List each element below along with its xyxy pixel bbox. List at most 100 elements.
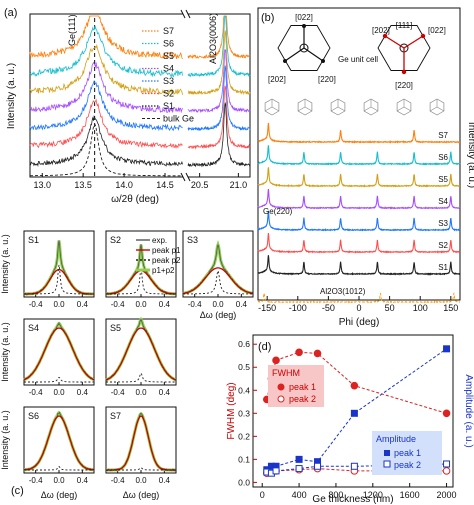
series-S1-ge — [29, 114, 183, 168]
curve-peak-p1-S1 — [24, 268, 94, 295]
phi-scan-Al2O3(1012) — [258, 292, 461, 304]
series-label: S6 — [438, 153, 448, 162]
direction-arrow — [303, 47, 324, 62]
panel-b-content: [022] [202] [220] [111] [202] [022] [220] Ge un… — [257, 13, 474, 328]
x-tick-label: 13.5 — [74, 180, 92, 190]
y-axis-title: Intensity (a. u.) — [0, 322, 10, 382]
data-point — [442, 409, 451, 418]
series-S5-ge — [29, 43, 183, 96]
legend-label: S3 — [163, 76, 174, 86]
cube-edges — [330, 99, 346, 112]
hkl-label: [202] — [372, 26, 390, 35]
y-tick-label: 0.3 — [238, 408, 250, 418]
panel-a-label: (a) — [4, 7, 17, 19]
panel-c: (c) -0.4 0.0 0.4 S1 -0.4 0.0 0.4 S2 -0.4 0.0 0.4 S3… — [0, 230, 254, 500]
annotation-ge111: Ge(111) — [67, 14, 77, 46]
axis-break-mark — [180, 9, 186, 19]
legend-title: FWHM — [272, 368, 300, 378]
legend-marker — [384, 450, 390, 456]
series-S1-al2o3 — [187, 101, 251, 168]
annotation-al2o3: Al2O3(0006) — [208, 13, 218, 64]
x-tick-label: -100 — [289, 303, 307, 313]
subplot-label: S2 — [110, 235, 121, 245]
y-axis-title-left: FWHM (deg) — [226, 382, 237, 439]
cube-edges — [264, 99, 280, 112]
series-S7-al2o3 — [187, 15, 251, 59]
panel-a-content: 13.0 13.5 14.0 14.5 20.5 21.0 ω/2θ (deg) Intens… — [6, 9, 251, 205]
subplot-label: S1 — [28, 235, 39, 245]
y-tick-label: 0.5 — [238, 362, 250, 372]
x-tick-label: -0.4 — [29, 476, 43, 485]
x-axis-title: Ge thickness (nm) — [312, 494, 393, 505]
x-tick-label: 14.5 — [156, 180, 174, 190]
series-label: S7 — [438, 131, 448, 140]
x-tick-label: 0.4 — [77, 388, 89, 397]
series-S2-al2o3 — [187, 85, 251, 150]
data-point — [442, 467, 451, 475]
arrow-head — [420, 33, 426, 39]
cube-icon — [396, 98, 412, 116]
legend-label: bulk Ge — [163, 114, 194, 124]
panel-b: (b) [022] [202] [220] [111] [202] [022] [220] G… — [257, 7, 474, 328]
panel-c-label: (c) — [11, 485, 24, 497]
x-tick-label: 0.0 — [53, 388, 65, 397]
x-tick-label: 21.0 — [230, 180, 248, 190]
x-tick-label: -0.4 — [188, 300, 202, 309]
series-S4-al2o3 — [187, 49, 251, 114]
cube-icon — [330, 98, 346, 116]
curve-peak-p2-S6 — [24, 465, 94, 471]
axis-break-mark — [185, 9, 191, 19]
data-point — [295, 465, 303, 473]
series-label: S2 — [438, 241, 448, 250]
legend-marker — [383, 460, 391, 468]
x-axis-title: Δω (deg) — [41, 490, 78, 500]
curve-peak-p2-S5 — [106, 372, 176, 383]
phi-scan-S1 — [258, 255, 461, 276]
series-bulk-ge — [30, 123, 183, 177]
cube-edges — [297, 99, 313, 112]
x-tick-label: -150 — [258, 303, 276, 313]
y-tick-label: 0.4 — [238, 385, 250, 395]
panel-a: (a) 13.0 13.5 14.0 14.5 20.5 21.0 ω/2θ (deg) In… — [4, 7, 251, 205]
direction-arrow — [284, 47, 305, 62]
arrow-head — [283, 59, 287, 63]
x-tick-label: -0.4 — [111, 388, 125, 397]
cube-icon — [297, 98, 313, 116]
unit-cell-hexagon-left — [277, 25, 331, 71]
curve-p1-p2-S7 — [106, 411, 176, 472]
legend-label: S7 — [163, 26, 174, 36]
panel-d-content: 0 400 800 1200 1600 2000 0.0 0.1 0.2 0.3 0.4 0.5 0.6… — [226, 339, 474, 505]
subplot-label: S3 — [187, 235, 198, 245]
x-tick-label: 50 — [385, 303, 395, 313]
unit-cell-caption: Ge unit cell — [338, 55, 378, 64]
curve-exp-S6 — [23, 411, 94, 471]
x-tick-label: 20.5 — [191, 180, 209, 190]
annotation-al2o3: Al2O3(1012) — [320, 287, 366, 296]
axis-break-mark — [180, 172, 186, 182]
legend-label: peak 2 — [394, 460, 421, 470]
y-axis-title: Intensity (a. u.) — [0, 234, 10, 294]
x-tick-label: 400 — [292, 490, 307, 500]
x-tick-label: 800 — [328, 490, 343, 500]
x-tick-label: -0.4 — [111, 300, 125, 309]
x-tick-label: 0.0 — [212, 300, 224, 309]
x-tick-label: -0.4 — [111, 476, 125, 485]
series-S2-ge — [29, 98, 183, 149]
data-point — [443, 460, 451, 468]
cube-edges — [396, 99, 412, 112]
y-axis-title-right: Amplitude (a. u.) — [463, 374, 474, 447]
x-tick-label: 0 — [356, 303, 361, 313]
curve-peak-p1-S6 — [24, 415, 94, 471]
x-tick-label: 1600 — [400, 490, 420, 500]
data-point — [272, 356, 280, 365]
y-tick-label: 0.2 — [238, 431, 250, 441]
hkl-label: [202] — [268, 75, 286, 84]
arrow-head — [401, 69, 407, 75]
legend-label: S2 — [163, 89, 174, 99]
phi-scan-S5 — [257, 167, 460, 188]
legend-label: peak p2 — [152, 256, 181, 265]
panel-b-frame — [257, 7, 461, 301]
curve-p1-p2-S6 — [24, 410, 94, 472]
y-axis-title: Intensity (a. u.) — [0, 410, 10, 470]
